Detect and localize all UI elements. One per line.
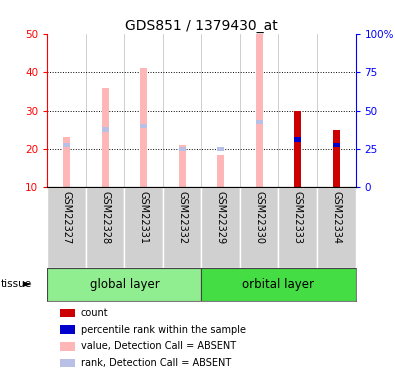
Bar <box>140 68 147 188</box>
Bar <box>256 120 263 124</box>
Bar <box>102 87 109 188</box>
Bar <box>47 268 201 301</box>
Text: tissue: tissue <box>0 279 32 290</box>
Bar <box>217 147 224 151</box>
Text: GSM22331: GSM22331 <box>139 191 149 244</box>
Bar <box>63 137 70 188</box>
Bar <box>294 137 301 142</box>
Bar <box>60 358 75 367</box>
Text: GSM22327: GSM22327 <box>62 191 71 244</box>
Text: GSM22334: GSM22334 <box>331 191 341 244</box>
Bar <box>240 188 278 268</box>
Bar <box>179 147 186 151</box>
Text: GSM22332: GSM22332 <box>177 191 187 244</box>
Title: GDS851 / 1379430_at: GDS851 / 1379430_at <box>125 19 278 33</box>
Bar <box>63 143 70 147</box>
Bar <box>256 34 263 188</box>
Text: orbital layer: orbital layer <box>243 278 314 291</box>
Text: global layer: global layer <box>90 278 159 291</box>
Bar <box>179 145 186 188</box>
Bar <box>47 188 86 268</box>
Bar <box>201 188 240 268</box>
Text: count: count <box>81 308 108 318</box>
Bar <box>317 188 356 268</box>
Text: GSM22329: GSM22329 <box>216 191 226 244</box>
Bar <box>140 124 147 128</box>
Text: ►: ► <box>23 279 32 290</box>
Text: GSM22330: GSM22330 <box>254 191 264 244</box>
Text: GSM22333: GSM22333 <box>293 191 303 244</box>
Bar <box>294 111 301 188</box>
Text: rank, Detection Call = ABSENT: rank, Detection Call = ABSENT <box>81 358 231 368</box>
Bar <box>333 143 340 147</box>
Bar <box>163 188 201 268</box>
Bar <box>333 130 340 188</box>
Bar <box>102 128 109 132</box>
Bar <box>217 155 224 188</box>
Bar <box>124 188 163 268</box>
Bar <box>60 309 75 317</box>
Text: value, Detection Call = ABSENT: value, Detection Call = ABSENT <box>81 341 236 351</box>
Bar <box>60 342 75 351</box>
Text: percentile rank within the sample: percentile rank within the sample <box>81 325 246 335</box>
Bar <box>278 188 317 268</box>
Bar <box>201 268 356 301</box>
Text: GSM22328: GSM22328 <box>100 191 110 244</box>
Bar <box>60 326 75 334</box>
Bar <box>86 188 124 268</box>
